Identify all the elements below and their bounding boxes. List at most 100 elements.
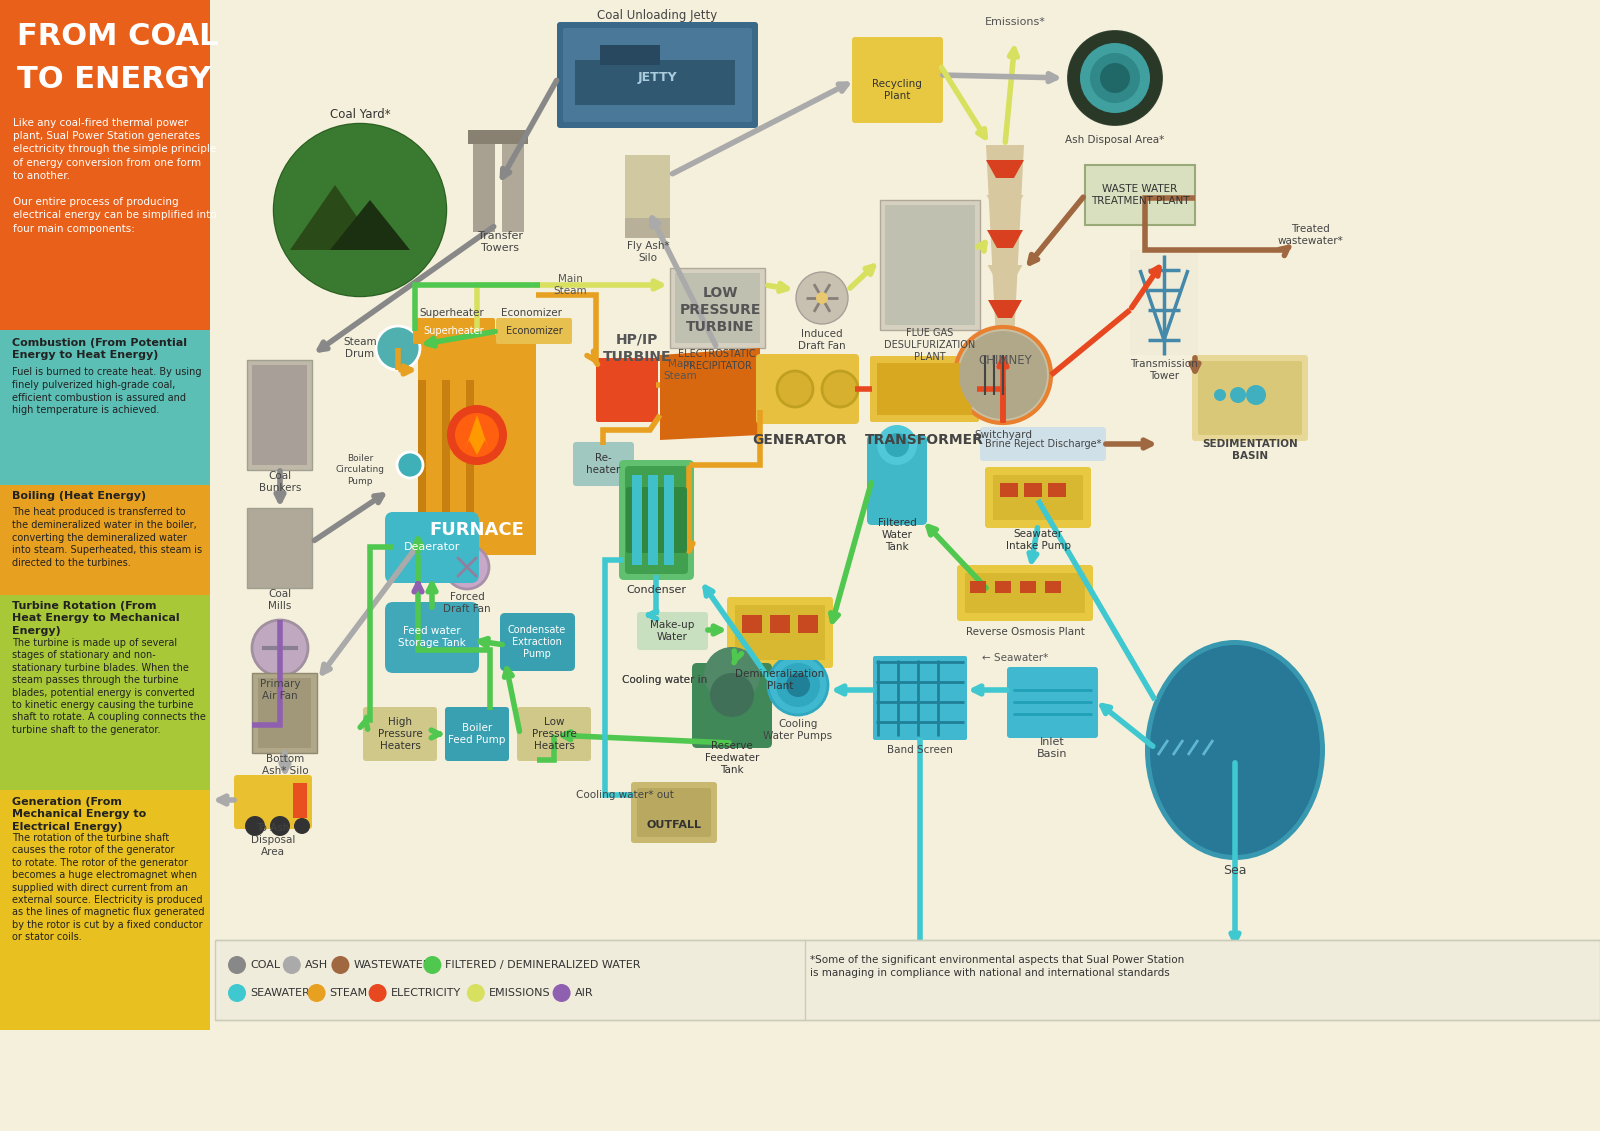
Text: Low
Pressure
Heaters: Low Pressure Heaters (531, 717, 576, 751)
Polygon shape (989, 300, 1022, 318)
Bar (885, 205, 974, 325)
Circle shape (776, 663, 819, 707)
Bar (1048, 483, 1066, 497)
Text: Coal Yard*: Coal Yard* (330, 109, 390, 121)
Text: TO ENERGY: TO ENERGY (18, 64, 211, 94)
Circle shape (786, 673, 810, 697)
Text: Ash Disposal Area*: Ash Disposal Area* (1066, 135, 1165, 145)
FancyBboxPatch shape (1198, 361, 1302, 435)
Bar (246, 360, 312, 470)
Text: Filtered
Water
Tank: Filtered Water Tank (878, 518, 917, 552)
Circle shape (1246, 385, 1266, 405)
Text: ASH: ASH (304, 960, 328, 970)
FancyBboxPatch shape (496, 318, 573, 344)
Circle shape (822, 371, 858, 407)
Bar (574, 60, 734, 105)
Circle shape (283, 956, 301, 974)
Text: LOW
PRESSURE
TURBINE: LOW PRESSURE TURBINE (680, 286, 760, 335)
FancyBboxPatch shape (979, 428, 1106, 461)
Polygon shape (330, 200, 410, 250)
Circle shape (454, 413, 499, 457)
FancyBboxPatch shape (867, 435, 926, 525)
FancyBboxPatch shape (726, 597, 834, 668)
Text: Turbine Rotation (From
Heat Energy to Mechanical
Energy): Turbine Rotation (From Heat Energy to Me… (13, 601, 179, 636)
Bar (742, 615, 762, 633)
Bar (502, 143, 525, 232)
Text: Main
Steam: Main Steam (554, 274, 587, 296)
Text: Seawater
Intake Pump: Seawater Intake Pump (1005, 529, 1070, 551)
Text: Cooling water in: Cooling water in (622, 675, 707, 685)
Circle shape (1101, 63, 1130, 93)
Circle shape (552, 984, 571, 1002)
FancyBboxPatch shape (386, 602, 478, 673)
Text: Deaerator: Deaerator (403, 542, 461, 552)
Text: SEDIMENTATION
BASIN: SEDIMENTATION BASIN (1202, 439, 1298, 461)
Text: Combustion (From Potential
Energy to Heat Energy): Combustion (From Potential Energy to Hea… (13, 338, 187, 361)
Circle shape (1090, 53, 1139, 103)
Text: Superheater: Superheater (424, 326, 485, 336)
Text: High
Pressure
Heaters: High Pressure Heaters (378, 717, 422, 751)
Text: AIR: AIR (574, 988, 594, 998)
Bar (798, 615, 818, 633)
Bar (1024, 483, 1042, 497)
Circle shape (958, 331, 1046, 418)
Bar (214, 940, 1600, 1020)
Text: Condenser: Condenser (626, 585, 686, 595)
Text: Switchyard: Switchyard (974, 430, 1032, 440)
Circle shape (397, 452, 422, 478)
Text: Bottom
Ash* Silo: Bottom Ash* Silo (262, 753, 309, 776)
Bar (675, 273, 760, 343)
Bar (466, 380, 474, 539)
Text: Make-up
Water: Make-up Water (650, 620, 694, 642)
FancyBboxPatch shape (499, 613, 574, 671)
Text: The turbine is made up of several
stages of stationary and non-
stationary turbi: The turbine is made up of several stages… (13, 638, 206, 735)
Bar (253, 673, 317, 753)
FancyBboxPatch shape (691, 663, 771, 748)
Text: Superheater: Superheater (419, 308, 485, 318)
FancyBboxPatch shape (986, 467, 1091, 528)
Bar (994, 475, 1083, 520)
FancyBboxPatch shape (445, 707, 509, 761)
Circle shape (467, 984, 485, 1002)
FancyBboxPatch shape (874, 656, 966, 740)
Text: Fuel is burned to create heat. By using
finely pulverized high-grade coal,
effic: Fuel is burned to create heat. By using … (13, 366, 202, 415)
Bar (1021, 581, 1037, 593)
Text: Coal
Mills: Coal Mills (269, 589, 291, 611)
Bar (600, 45, 661, 64)
Text: *Some of the significant environmental aspects that Sual Power Station
is managi: *Some of the significant environmental a… (810, 955, 1184, 978)
Circle shape (229, 956, 246, 974)
Text: Transmission
Tower: Transmission Tower (1130, 359, 1198, 381)
Ellipse shape (1150, 645, 1320, 855)
Text: Condensate
Extraction
Pump: Condensate Extraction Pump (507, 624, 566, 659)
FancyBboxPatch shape (595, 359, 658, 422)
FancyBboxPatch shape (870, 356, 979, 422)
Polygon shape (986, 159, 1024, 178)
Circle shape (331, 956, 349, 974)
Circle shape (1080, 43, 1150, 113)
Text: Induced
Draft Fan: Induced Draft Fan (798, 329, 846, 352)
Bar (418, 380, 426, 539)
FancyBboxPatch shape (637, 788, 710, 837)
Bar (648, 475, 658, 566)
Circle shape (778, 371, 813, 407)
Text: CHIMNEY: CHIMNEY (978, 354, 1032, 366)
FancyBboxPatch shape (637, 612, 707, 650)
Circle shape (1066, 28, 1165, 128)
Text: Fly Ash*
Silo: Fly Ash* Silo (627, 241, 669, 264)
Bar (474, 143, 494, 232)
Circle shape (446, 405, 507, 465)
Text: Emissions*: Emissions* (984, 17, 1045, 27)
Text: FURNACE: FURNACE (429, 521, 525, 539)
Bar (418, 335, 536, 555)
Circle shape (1069, 31, 1162, 126)
Text: ELECTROSTATIC
PRECIPITATOR: ELECTROSTATIC PRECIPITATOR (678, 348, 755, 371)
Bar (970, 581, 986, 593)
Text: Cooling
Water Pumps: Cooling Water Pumps (763, 719, 832, 741)
Text: FILTERED / DEMINERALIZED WATER: FILTERED / DEMINERALIZED WATER (445, 960, 642, 970)
Circle shape (1230, 387, 1246, 403)
FancyBboxPatch shape (626, 487, 686, 553)
Bar (880, 200, 979, 330)
Bar (1085, 165, 1195, 225)
Bar (442, 380, 450, 539)
Bar (965, 573, 1085, 613)
